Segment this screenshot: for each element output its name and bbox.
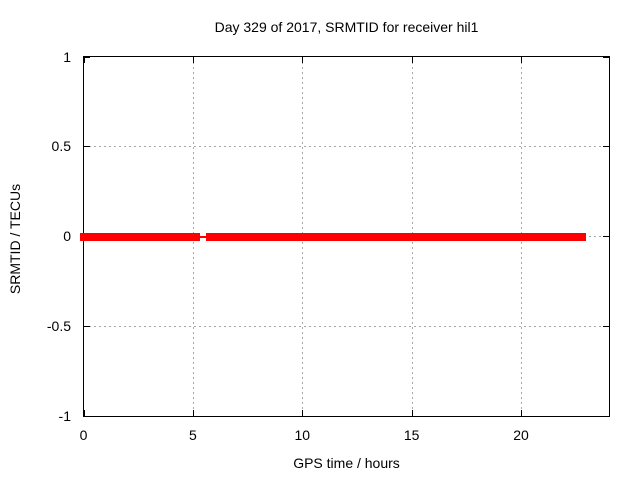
plot-area xyxy=(80,56,610,417)
x-tick-bottom xyxy=(411,410,413,416)
y-tick-left xyxy=(84,56,90,58)
y-tick-label: 0.5 xyxy=(51,138,71,155)
x-tick-top xyxy=(302,57,304,63)
x-tick-label: 10 xyxy=(294,427,311,443)
y-tick-left xyxy=(84,146,90,148)
x-axis-label: GPS time / hours xyxy=(293,455,400,471)
x-tick-bottom xyxy=(302,410,304,416)
y-tick-label: 1 xyxy=(63,48,71,65)
x-tick-top xyxy=(521,57,522,63)
x-tick-label: 0 xyxy=(79,427,88,443)
x-tick-label: 15 xyxy=(403,427,420,443)
y-tick-label: -1 xyxy=(58,407,71,424)
x-tick-label: 5 xyxy=(188,427,197,443)
chart-title: Day 329 of 2017, SRMTID for receiver hil… xyxy=(214,19,479,35)
data-series-segment xyxy=(207,233,586,241)
x-tick-top xyxy=(411,57,413,63)
y-tick-right xyxy=(603,325,609,327)
x-tick-label: 20 xyxy=(513,427,529,443)
y-tick-left xyxy=(84,415,90,417)
y-tick-label: -0.5 xyxy=(46,317,71,334)
y-tick-right xyxy=(603,56,609,58)
y-tick-right xyxy=(603,415,609,417)
y-gridline xyxy=(84,146,609,148)
x-tick-top xyxy=(83,57,85,63)
x-tick-bottom xyxy=(521,410,522,416)
y-tick-right xyxy=(603,146,609,148)
y-tick-left xyxy=(84,325,90,327)
x-tick-bottom xyxy=(192,410,194,416)
y-gridline xyxy=(84,325,609,327)
data-series-segment xyxy=(80,233,200,241)
data-point-marker xyxy=(202,236,211,238)
y-tick-right xyxy=(603,236,609,237)
y-tick-label: 0 xyxy=(63,228,71,244)
x-tick-top xyxy=(192,57,194,63)
x-tick-bottom xyxy=(83,410,85,416)
